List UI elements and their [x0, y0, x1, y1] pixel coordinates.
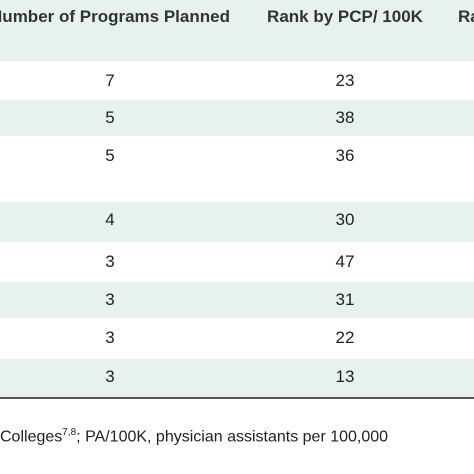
table-cell: 31 — [335, 290, 355, 309]
header-cell: Ra — [458, 7, 474, 26]
footnote-sup: 7,8 — [62, 427, 77, 438]
row-separator — [0, 98, 474, 100]
table-row — [0, 99, 474, 137]
table-cell: 22 — [335, 328, 355, 347]
table-cell: 5 — [105, 146, 115, 165]
table-cell: 13 — [335, 367, 355, 386]
table-row — [0, 281, 474, 319]
row-separator — [0, 136, 474, 138]
row-separator — [0, 200, 474, 202]
row-separator — [0, 280, 474, 282]
table-cell: 23 — [335, 71, 355, 90]
table-cell: 3 — [105, 290, 115, 309]
row-separator — [0, 61, 474, 63]
bottom-rule — [0, 397, 474, 399]
header-cell: Number of Programs Planned — [0, 7, 230, 26]
table-cell: 3 — [105, 367, 115, 386]
footnote-text: Colleges — [0, 428, 63, 446]
row-separator — [0, 242, 474, 244]
table-cell: 4 — [105, 210, 115, 229]
table-cell: 5 — [105, 108, 115, 127]
table-cell: 38 — [335, 108, 355, 127]
table-row — [0, 201, 474, 243]
table-cell: 30 — [335, 210, 355, 229]
table-cell: 47 — [335, 252, 355, 271]
row-separator — [0, 318, 474, 320]
table-cell: 36 — [335, 146, 355, 165]
table-row — [0, 358, 474, 397]
footnote-text: ; PA/100K, physician assistants per 100,… — [76, 428, 389, 446]
footnote: Colleges7,8; PA/100K, physician assistan… — [0, 427, 388, 446]
table-cell: 7 — [105, 71, 115, 90]
table-cell: 3 — [105, 328, 115, 347]
row-separator — [0, 357, 474, 359]
header-cell: Rank by PCP/ 100K — [267, 7, 423, 26]
header-row — [0, 0, 474, 62]
table-cell: 3 — [105, 252, 115, 271]
